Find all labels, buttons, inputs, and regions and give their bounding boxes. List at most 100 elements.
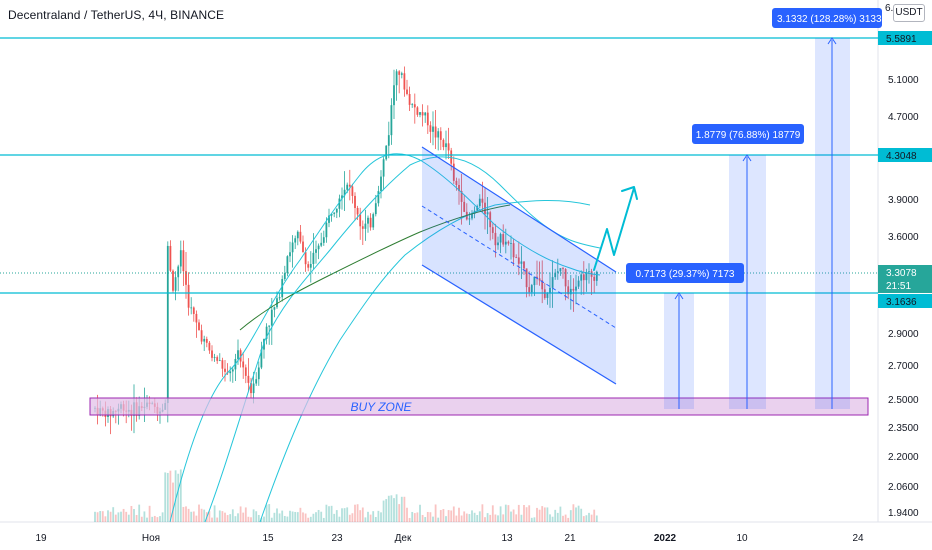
candle-body [320,242,323,246]
volume-bar [590,514,593,522]
volume-bar [546,507,549,522]
volume-bar [309,516,312,522]
candle-body [354,195,356,208]
candle-body [445,143,447,148]
volume-bar [351,513,354,522]
candle-body [515,257,518,259]
candle-body [172,270,174,291]
volume-bar [455,515,458,522]
candle-body [372,214,375,228]
candle-body [442,139,445,148]
volume-bar [377,510,380,522]
candle-body [182,250,185,272]
candle-body [286,256,289,274]
ema-green [239,204,511,331]
volume-bar [413,513,416,522]
candle-body [429,125,432,132]
price-tick: 2.7000 [888,361,919,372]
volume-bars [94,469,598,522]
candle-body [252,383,255,394]
volume-bar [159,516,161,522]
time-tick: Ноя [142,533,160,544]
volume-bar [333,513,336,522]
volume-bar [117,512,120,522]
candle-body [346,184,349,190]
volume-bar [322,517,325,522]
candle-body [367,217,369,224]
candle-body [434,126,437,138]
candle-body [309,263,312,268]
volume-bar [143,511,146,522]
candle-body [224,368,226,372]
candle-body [413,104,416,108]
candle-body [424,112,427,116]
candle-body [315,249,317,253]
volume-bar [533,517,536,522]
price-axis-panel[interactable] [878,0,932,522]
currency-unit-button[interactable]: USDT [893,4,925,22]
volume-bar [356,504,359,522]
candle-body [166,245,169,404]
candle-body [476,206,479,211]
candle-body [312,252,315,264]
volume-bar [551,516,554,522]
volume-bar [411,511,414,522]
volume-bar [476,515,479,522]
plot-area [0,0,878,522]
candle-body [530,285,533,293]
candle-body [307,264,310,268]
candle-body [403,73,406,90]
volume-bar [325,504,328,522]
target-projections[interactable]: 0.7173 (29.37%) 7173 1.8779 (76.88%) 187… [626,8,888,409]
volume-bar [101,511,104,522]
time-tick: 13 [501,533,513,544]
volume-bar [190,511,193,522]
candle-body [507,241,510,244]
volume-bar [185,506,187,522]
volume-bar [127,514,130,522]
volume-bar [536,507,538,522]
price-tick: 5.1000 [888,75,919,86]
volume-bar [442,509,445,522]
candle-body [572,288,575,291]
target3-arrowhead [827,37,837,45]
candle-body [504,241,507,245]
volume-bar [270,517,273,522]
falling-channel[interactable] [421,146,617,385]
candle-body [421,112,424,116]
buy-zone[interactable]: BUY ZONE [89,397,869,416]
candle-body [343,189,346,196]
volume-bar [491,505,494,522]
candle-body [330,213,333,216]
volume-bar [367,511,369,522]
volume-bar [595,515,598,522]
candle-body [393,85,395,106]
volume-bar [200,508,203,522]
volume-bar [198,504,200,522]
candle-body [481,198,484,203]
candle-body [525,268,528,288]
volume-bar [499,506,502,522]
volume-bar [390,495,393,522]
candle-body [185,271,187,285]
candle-body [265,326,268,339]
volume-bar [239,506,242,522]
volume-bar [575,507,577,522]
volume-bar [408,517,411,522]
candle-body [221,360,224,369]
candle-body [257,367,260,380]
volume-bar [114,514,117,522]
volume-bar [471,510,473,522]
candle-body [395,71,398,86]
candle-body [231,369,234,372]
volume-bar [242,512,245,522]
target3-label: 3.1332 (128.28%) 31332 [777,14,888,25]
candle-body [582,274,585,281]
time-tick: Дек [395,533,412,544]
volume-bar [94,511,96,522]
volume-bar [372,511,375,522]
volume-bar [387,495,390,522]
volume-bar [416,512,419,522]
candle-body [341,195,343,199]
volume-bar [432,516,434,522]
